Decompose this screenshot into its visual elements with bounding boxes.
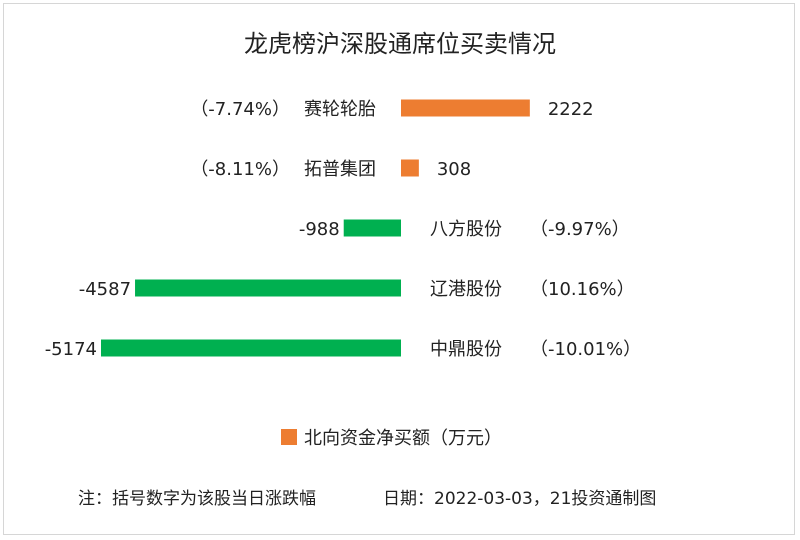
value-label-4: -5174 <box>45 339 97 360</box>
pct-label-4: （-10.01%） <box>530 339 641 360</box>
legend: 北向资金净买额（万元） <box>281 428 502 449</box>
category-label-2: 八方股份 <box>430 219 502 240</box>
footer-date: 日期：2022-03-03，21投资通制图 <box>383 489 656 509</box>
category-label-4: 中鼎股份 <box>430 339 502 360</box>
value-label-0: 2222 <box>548 99 594 120</box>
pct-label-0: （-7.74%） <box>190 99 290 120</box>
bar-1 <box>401 159 419 177</box>
category-label-1: 拓普集团 <box>304 159 376 180</box>
bar-4 <box>101 339 401 357</box>
value-label-3: -4587 <box>79 279 131 300</box>
pct-label-1: （-8.11%） <box>190 159 290 180</box>
value-label-1: 308 <box>437 159 471 180</box>
footer-note: 注：括号数字为该股当日涨跌幅 <box>78 489 316 509</box>
legend-label: 北向资金净买额（万元） <box>304 428 502 449</box>
bar-2 <box>343 219 401 237</box>
category-label-0: 赛轮轮胎 <box>304 99 376 120</box>
chart-frame <box>3 3 795 535</box>
chart-title: 龙虎榜沪深股通席位买卖情况 <box>244 30 556 58</box>
legend-swatch <box>281 429 297 445</box>
bar-3 <box>135 279 401 297</box>
pct-label-3: （10.16%） <box>530 279 635 300</box>
category-label-3: 辽港股份 <box>430 279 502 300</box>
pct-label-2: （-9.97%） <box>530 219 630 240</box>
value-label-2: -988 <box>299 219 340 240</box>
bars-group: 2222 赛轮轮胎 （-7.74%） 308 拓普集团 （-8.11%） -988 八方股份 （… <box>45 99 641 360</box>
bar-0 <box>401 99 530 117</box>
